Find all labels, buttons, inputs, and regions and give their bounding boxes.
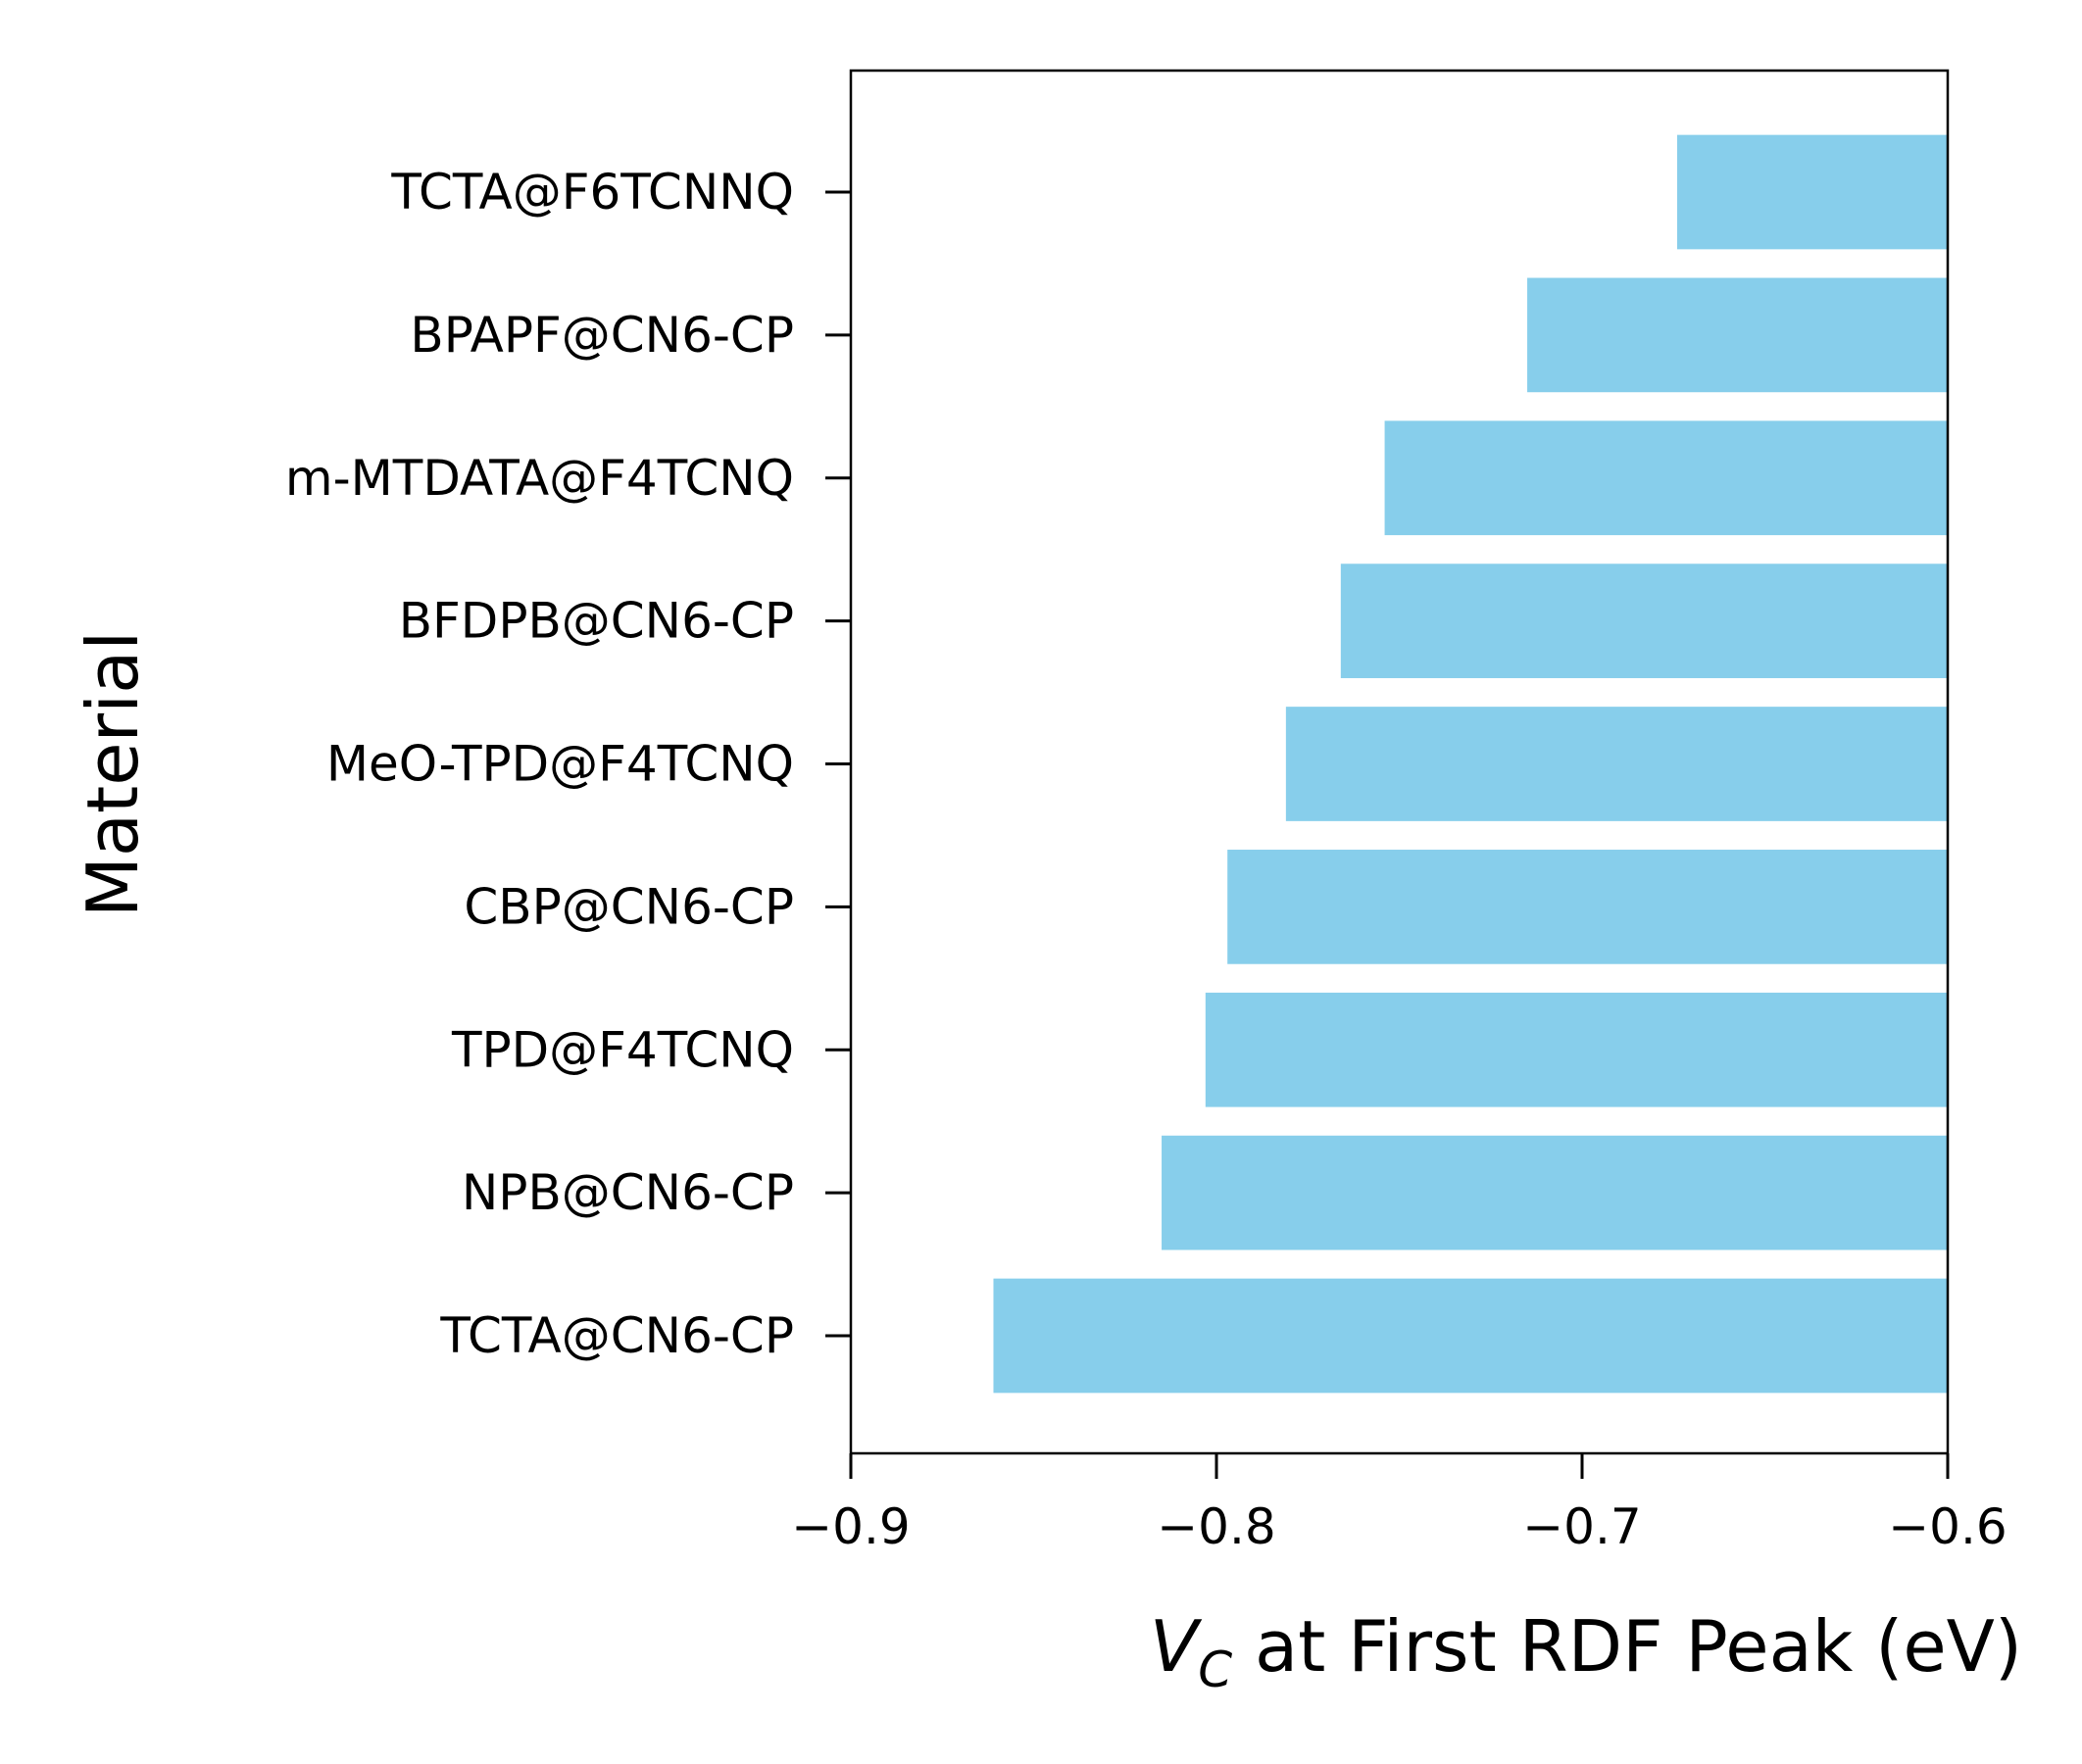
y-tick-label: TCTA@CN6-CP	[439, 1307, 794, 1364]
y-tick-label: BFDPB@CN6-CP	[399, 593, 794, 650]
y-tick-label: MeO-TPD@F4TCNQ	[326, 736, 794, 793]
x-tick-label: −0.6	[1888, 1498, 2007, 1555]
bar-BFDPB@CN6-CP	[1340, 564, 1948, 678]
x-axis-ticks: −0.9 −0.8 −0.7 −0.6	[791, 1453, 2008, 1555]
x-axis-title-subscript: C	[1198, 1642, 1232, 1698]
y-tick-label: TCTA@F6TCNNQ	[390, 164, 794, 220]
y-tick-label: CBP@CN6-CP	[464, 878, 794, 935]
y-tick-label: m-MTDATA@F4TCNQ	[285, 450, 794, 507]
bar-CBP@CN6-CP	[1227, 850, 1948, 964]
y-axis-title: Material	[72, 631, 154, 918]
bar-BPAPF@CN6-CP	[1527, 277, 1948, 393]
y-tick-label: BPAPF@CN6-CP	[410, 307, 794, 364]
bar-TPD@F4TCNQ	[1205, 992, 1948, 1107]
bar-TCTA@CN6-CP	[993, 1278, 1948, 1394]
plot-frame	[849, 69, 1950, 1455]
y-tick-label: NPB@CN6-CP	[462, 1164, 794, 1221]
bars-layer	[993, 134, 1948, 1394]
x-axis-title-variable: V	[1150, 1605, 1203, 1688]
y-axis-ticks: TCTA@F6TCNNQ BPAPF@CN6-CP m-MTDATA@F4TCNQ B…	[285, 164, 851, 1364]
bar-TCTA@F6TCNNQ	[1676, 134, 1948, 250]
bar-NPB@CN6-CP	[1162, 1135, 1948, 1250]
bar-m-MTDATA@F4TCNQ	[1384, 420, 1948, 536]
x-tick-label: −0.7	[1522, 1498, 1641, 1555]
x-tick-label: −0.9	[791, 1498, 910, 1555]
x-axis-title: VC at First RDF Peak (eV)	[1150, 1605, 2022, 1698]
y-tick-label: TPD@F4TCNQ	[451, 1021, 794, 1078]
bar-MeO-TPD@F4TCNQ	[1285, 707, 1948, 821]
x-axis-title-text: at First RDF Peak (eV)	[1232, 1605, 2022, 1688]
x-tick-label: −0.8	[1157, 1498, 1275, 1555]
